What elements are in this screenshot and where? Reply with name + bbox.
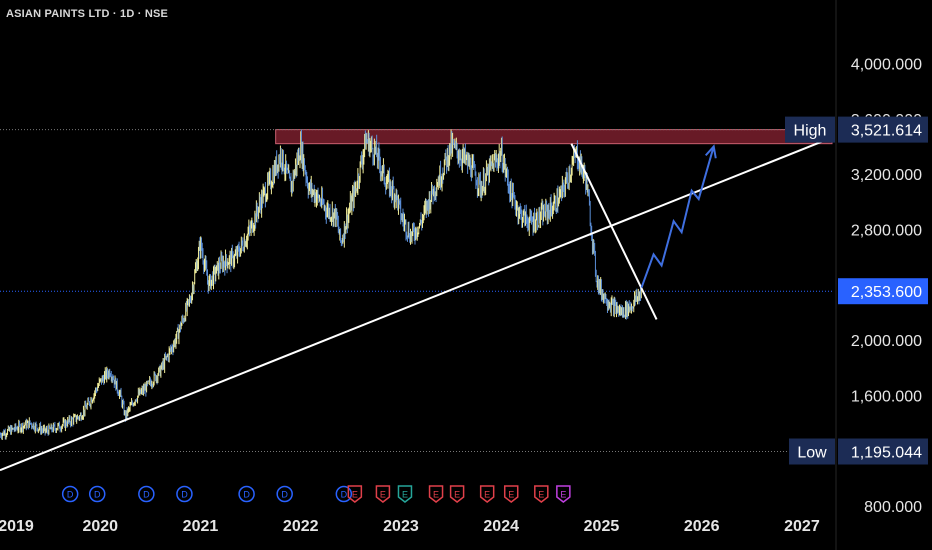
dividend-marker [88,485,106,503]
y-tick-label: 1,600.000 [851,388,922,405]
high-value-box [838,116,928,143]
dividend-marker [335,485,353,503]
event-glyph: D [67,490,74,500]
event-glyph: E [402,490,408,500]
high-tag-text: High [794,123,827,140]
current-price-text: 2,353.600 [851,284,922,301]
y-tick-label: 2,800.000 [851,222,922,239]
earnings-marker [397,485,413,503]
event-glyph: E [560,490,566,500]
y-tick-label: 2,000.000 [851,333,922,350]
earnings-marker [428,485,444,503]
earnings-marker [534,485,549,503]
candles-layer [0,129,642,441]
trendlines-layer [0,138,828,472]
low-value-text: 1,195.044 [851,445,922,462]
low-tag-box [789,438,835,465]
dividend-marker [61,485,79,503]
event-glyph: E [433,490,439,500]
falling-trendline [570,143,658,320]
price-labels-layer: High 3,521.614 2,353.600 Low 1,195.044 [785,116,928,465]
event-glyph: D [94,490,101,500]
x-tick-label: 2026 [684,518,720,535]
rising-trendline [0,138,828,472]
projection-arrowhead [704,144,717,159]
y-tick-label: 3,200.000 [851,167,922,184]
low-value-box [838,438,928,465]
earnings-marker [347,485,363,503]
event-glyph: D [181,490,188,500]
projection-path [640,146,715,288]
dividend-marker [138,485,155,503]
dividend-marker [238,485,255,503]
low-tag-text: Low [797,445,827,462]
chart-title: ASIAN PAINTS LTD · 1D · NSE [6,8,169,20]
dividend-marker [276,485,293,503]
event-glyph: D [243,490,250,500]
event-glyph: E [484,490,490,500]
earnings-marker [503,485,519,503]
horizontal-lines-layer [0,129,834,453]
event-glyph: D [281,490,288,500]
x-tick-label: 2020 [82,518,118,535]
event-glyph: D [341,490,348,500]
event-glyph: E [380,490,386,500]
dividend-marker [176,485,193,503]
x-tick-label: 2025 [584,518,620,535]
y-tick-label: 4,000.000 [851,56,922,73]
x-tick-label: 2019 [0,518,34,535]
earnings-marker [556,485,571,503]
event-glyph: E [352,490,358,500]
y-axis: 4,000.0003,600.0003,200.0002,800.0002,40… [835,0,922,550]
resistance-zone-layer [275,129,833,145]
x-tick-label: 2022 [283,518,319,535]
x-tick-label: 2021 [183,518,219,535]
x-tick-label: 2023 [383,518,419,535]
earnings-marker [375,485,391,503]
earnings-marker [449,485,465,503]
high-tag-box [785,116,835,143]
event-glyph: E [508,490,514,500]
y-tick-label: 800.000 [864,499,922,516]
x-tick-label: 2027 [784,518,820,535]
event-glyph: D [143,490,150,500]
x-tick-label: 2024 [483,518,519,535]
x-axis: 2019 2020 2021 2022 2023 2024 2025 2026 2027 [0,518,820,535]
earnings-marker [479,485,495,503]
event-glyph: E [454,490,460,500]
current-price-box [838,278,928,305]
resistance-zone [275,129,833,145]
high-value-text: 3,521.614 [851,123,922,140]
event-glyph: E [538,490,544,500]
